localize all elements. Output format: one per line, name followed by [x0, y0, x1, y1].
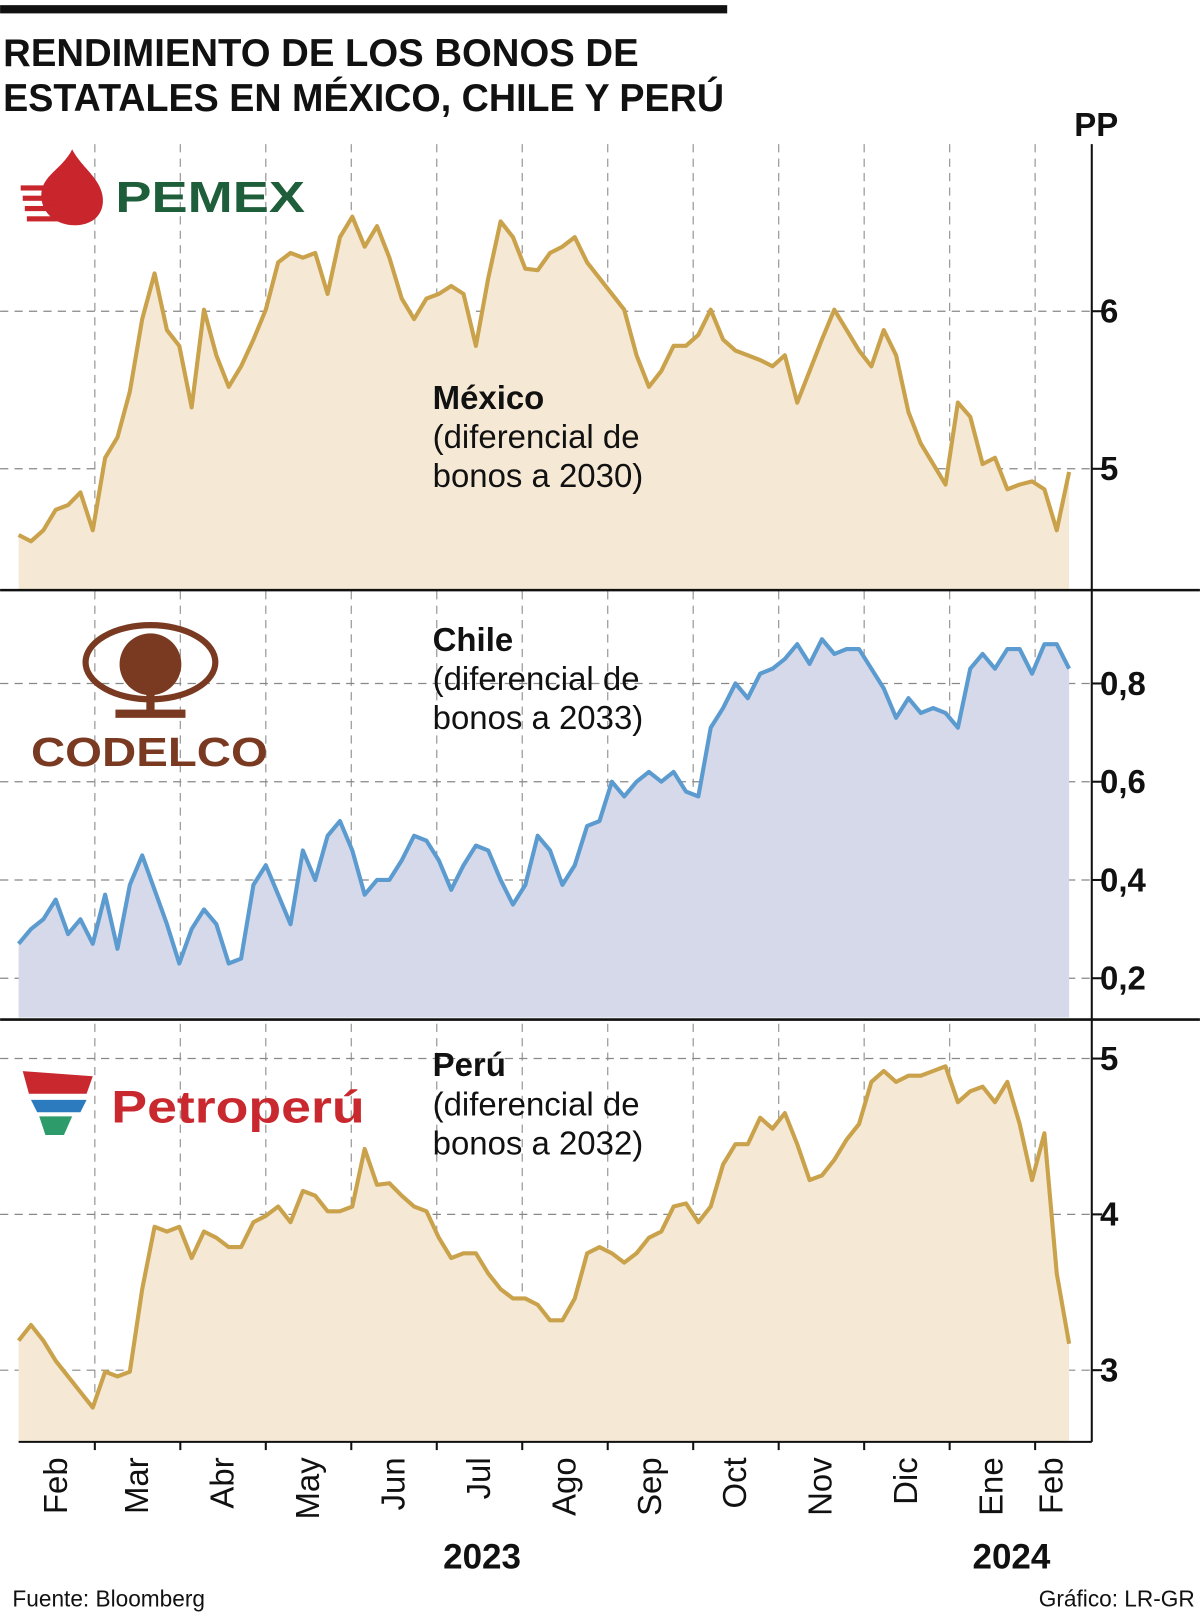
- y-tick-label: 5: [1100, 450, 1118, 487]
- area: [18, 1066, 1070, 1442]
- unit-label: PP: [1074, 106, 1118, 143]
- x-tick-label: Oct: [716, 1457, 753, 1508]
- y-tick-label: 4: [1100, 1196, 1119, 1233]
- x-tick-label: Abr: [203, 1457, 240, 1508]
- annotation: (diferencial de: [433, 418, 640, 455]
- annotation: bonos a 2033): [433, 699, 644, 736]
- y-tick-label: 6: [1100, 293, 1118, 330]
- y-tick-label: 3: [1100, 1352, 1118, 1389]
- x-tick-label: Dic: [887, 1457, 924, 1505]
- y-tick-label: 5: [1100, 1040, 1118, 1077]
- codelco-logo: CODELCO: [31, 622, 268, 775]
- y-tick-label: 0,2: [1100, 960, 1146, 997]
- brand: PEMEX: [115, 174, 305, 222]
- y-tick-label: 0,6: [1100, 763, 1146, 800]
- annotation: (diferencial de: [433, 660, 640, 697]
- title-line: ESTATALES EN MÉXICO, CHILE Y PERÚ: [3, 76, 724, 120]
- source: Fuente: Bloomberg: [12, 1586, 205, 1612]
- x-tick-label: Nov: [802, 1457, 839, 1516]
- x-tick-label: Sep: [631, 1457, 668, 1516]
- annotation: bonos a 2032): [433, 1125, 644, 1162]
- x-tick-label: Jul: [460, 1457, 497, 1499]
- y-tick-label: 0,4: [1100, 861, 1146, 898]
- line: [17, 1064, 1072, 1410]
- series-label: México: [433, 379, 545, 416]
- year-label: 2023: [443, 1538, 521, 1577]
- pemex-logo: PEMEX: [20, 149, 305, 226]
- y-tick-label: 0,8: [1100, 665, 1146, 702]
- area: [18, 639, 1070, 1018]
- line: [17, 637, 1071, 966]
- x-tick-label: May: [289, 1457, 326, 1520]
- series-label: Chile: [433, 621, 514, 658]
- title-line: RENDIMIENTO DE LOS BONOS DE: [3, 32, 638, 75]
- x-tick-label: Ago: [545, 1457, 582, 1516]
- annotation: (diferencial de: [433, 1085, 640, 1122]
- x-tick-label: Mar: [118, 1457, 155, 1514]
- series-label: Perú: [433, 1046, 506, 1083]
- x-tick-label: Feb: [1032, 1457, 1069, 1514]
- year-label: 2024: [973, 1538, 1051, 1577]
- area: [18, 216, 1070, 591]
- brand: Petroperú: [111, 1082, 364, 1133]
- x-tick-label: Feb: [37, 1457, 74, 1514]
- line: [17, 214, 1072, 544]
- annotation: bonos a 2030): [433, 457, 644, 494]
- brand: CODELCO: [31, 729, 268, 775]
- credit: Gráfico: LR-GR: [1039, 1586, 1195, 1612]
- petroperu-logo: Petroperú: [22, 1071, 365, 1135]
- top-bar: [0, 5, 728, 14]
- x-tick-label: Ene: [973, 1457, 1010, 1516]
- x-tick-label: Jun: [374, 1457, 411, 1510]
